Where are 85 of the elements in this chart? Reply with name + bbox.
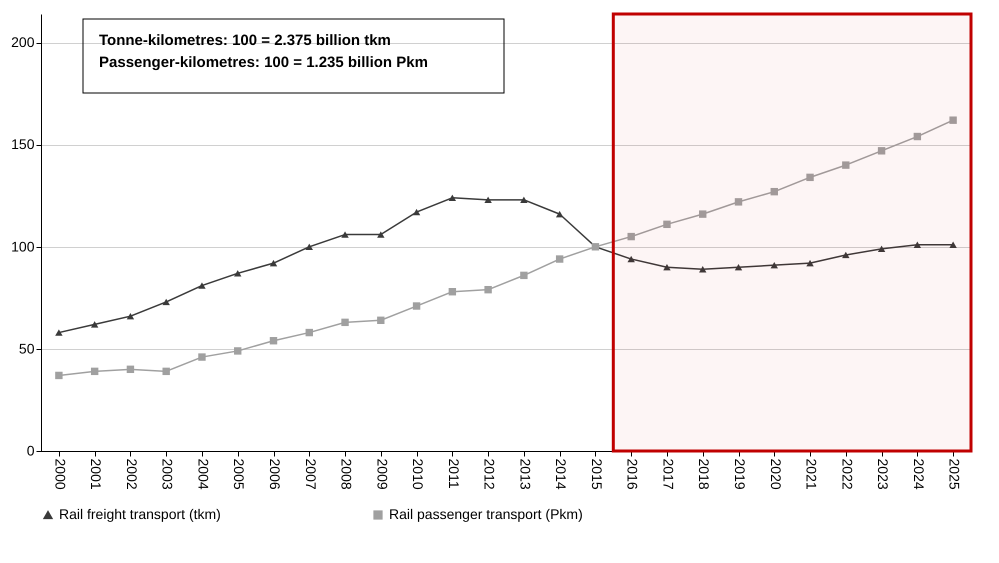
point	[734, 264, 742, 270]
point	[412, 208, 420, 216]
x-tick-label: 2021	[804, 458, 820, 490]
point	[90, 368, 98, 376]
point	[448, 288, 456, 296]
point	[162, 368, 170, 376]
point	[234, 270, 242, 277]
x-tick-label: 2004	[195, 458, 212, 490]
x-tick-label: 2014	[553, 458, 570, 490]
x-tick-label: 2020	[768, 458, 784, 490]
annotation: Tonne-kilometres: 100 = 2.375 billion tkm	[99, 32, 391, 49]
x-tick-label: 2015	[588, 458, 605, 490]
x-tick-label: 2008	[338, 458, 355, 490]
point	[556, 210, 564, 218]
x-tick-label: 2017	[660, 458, 676, 490]
point	[627, 232, 635, 240]
x-tick-label: 2007	[302, 458, 319, 490]
x-tick-label: 2022	[839, 458, 856, 490]
point	[914, 132, 922, 140]
point	[306, 328, 313, 336]
point	[699, 266, 706, 272]
point	[484, 286, 492, 294]
point	[878, 147, 886, 155]
y-tick-label: 150	[11, 136, 35, 152]
point	[270, 260, 278, 266]
point	[949, 242, 957, 248]
point	[377, 231, 385, 238]
y-tick-label: 200	[11, 34, 35, 50]
x-tick-label: 2013	[517, 458, 534, 490]
x-tick-label: 2000	[52, 458, 68, 490]
x-tick-label: 2006	[267, 458, 283, 490]
legend-label: Rail freight transport (tkm)	[59, 506, 221, 522]
point	[126, 313, 134, 320]
point	[198, 353, 206, 361]
legend-label: Rail passenger transport (Pkm)	[389, 506, 583, 522]
x-tick-label: 2023	[875, 458, 892, 490]
point	[198, 282, 206, 289]
point	[878, 246, 886, 252]
point	[270, 337, 278, 344]
x-tick-label: 2012	[482, 458, 498, 490]
x-tick-label: 2002	[124, 458, 140, 490]
point	[770, 262, 778, 268]
point	[306, 244, 313, 250]
point	[663, 220, 671, 228]
point	[341, 318, 349, 326]
point	[55, 329, 63, 336]
annotation: Passenger-kilometres: 100 = 1.235 billion Pkm	[99, 54, 428, 71]
x-tick-label: 2011	[446, 458, 462, 489]
point	[448, 194, 456, 201]
point	[627, 256, 635, 262]
y-tick-label: 100	[11, 238, 35, 254]
x-tick-label: 2001	[88, 458, 104, 490]
x-tick-label: 2003	[160, 458, 176, 490]
point	[914, 242, 922, 248]
point	[556, 255, 564, 263]
x-tick-label: 2010	[410, 458, 426, 490]
x-tick-label: 2005	[231, 458, 248, 490]
point	[699, 210, 706, 218]
y-tick-label: 50	[18, 340, 35, 356]
point	[377, 316, 385, 324]
x-tick-label: 2019	[732, 458, 748, 490]
point	[734, 198, 742, 206]
point	[806, 260, 814, 266]
point	[842, 252, 850, 258]
point	[770, 188, 778, 196]
point	[90, 321, 98, 328]
point	[126, 366, 134, 374]
point	[162, 298, 170, 306]
x-tick-label: 2024	[910, 458, 927, 490]
point	[842, 161, 850, 169]
x-tick-label: 2025	[946, 458, 963, 490]
point	[949, 116, 957, 124]
point	[412, 302, 420, 310]
point	[341, 231, 349, 238]
point	[520, 272, 528, 280]
point	[55, 372, 63, 380]
point	[520, 196, 528, 204]
x-tick-label: 2009	[374, 458, 390, 490]
point	[484, 196, 492, 204]
y-tick-label: 0	[26, 442, 35, 458]
x-tick-label: 2018	[696, 458, 712, 490]
point	[234, 347, 242, 355]
x-tick-label: 2016	[624, 458, 641, 490]
point	[663, 264, 671, 270]
point	[806, 174, 814, 182]
